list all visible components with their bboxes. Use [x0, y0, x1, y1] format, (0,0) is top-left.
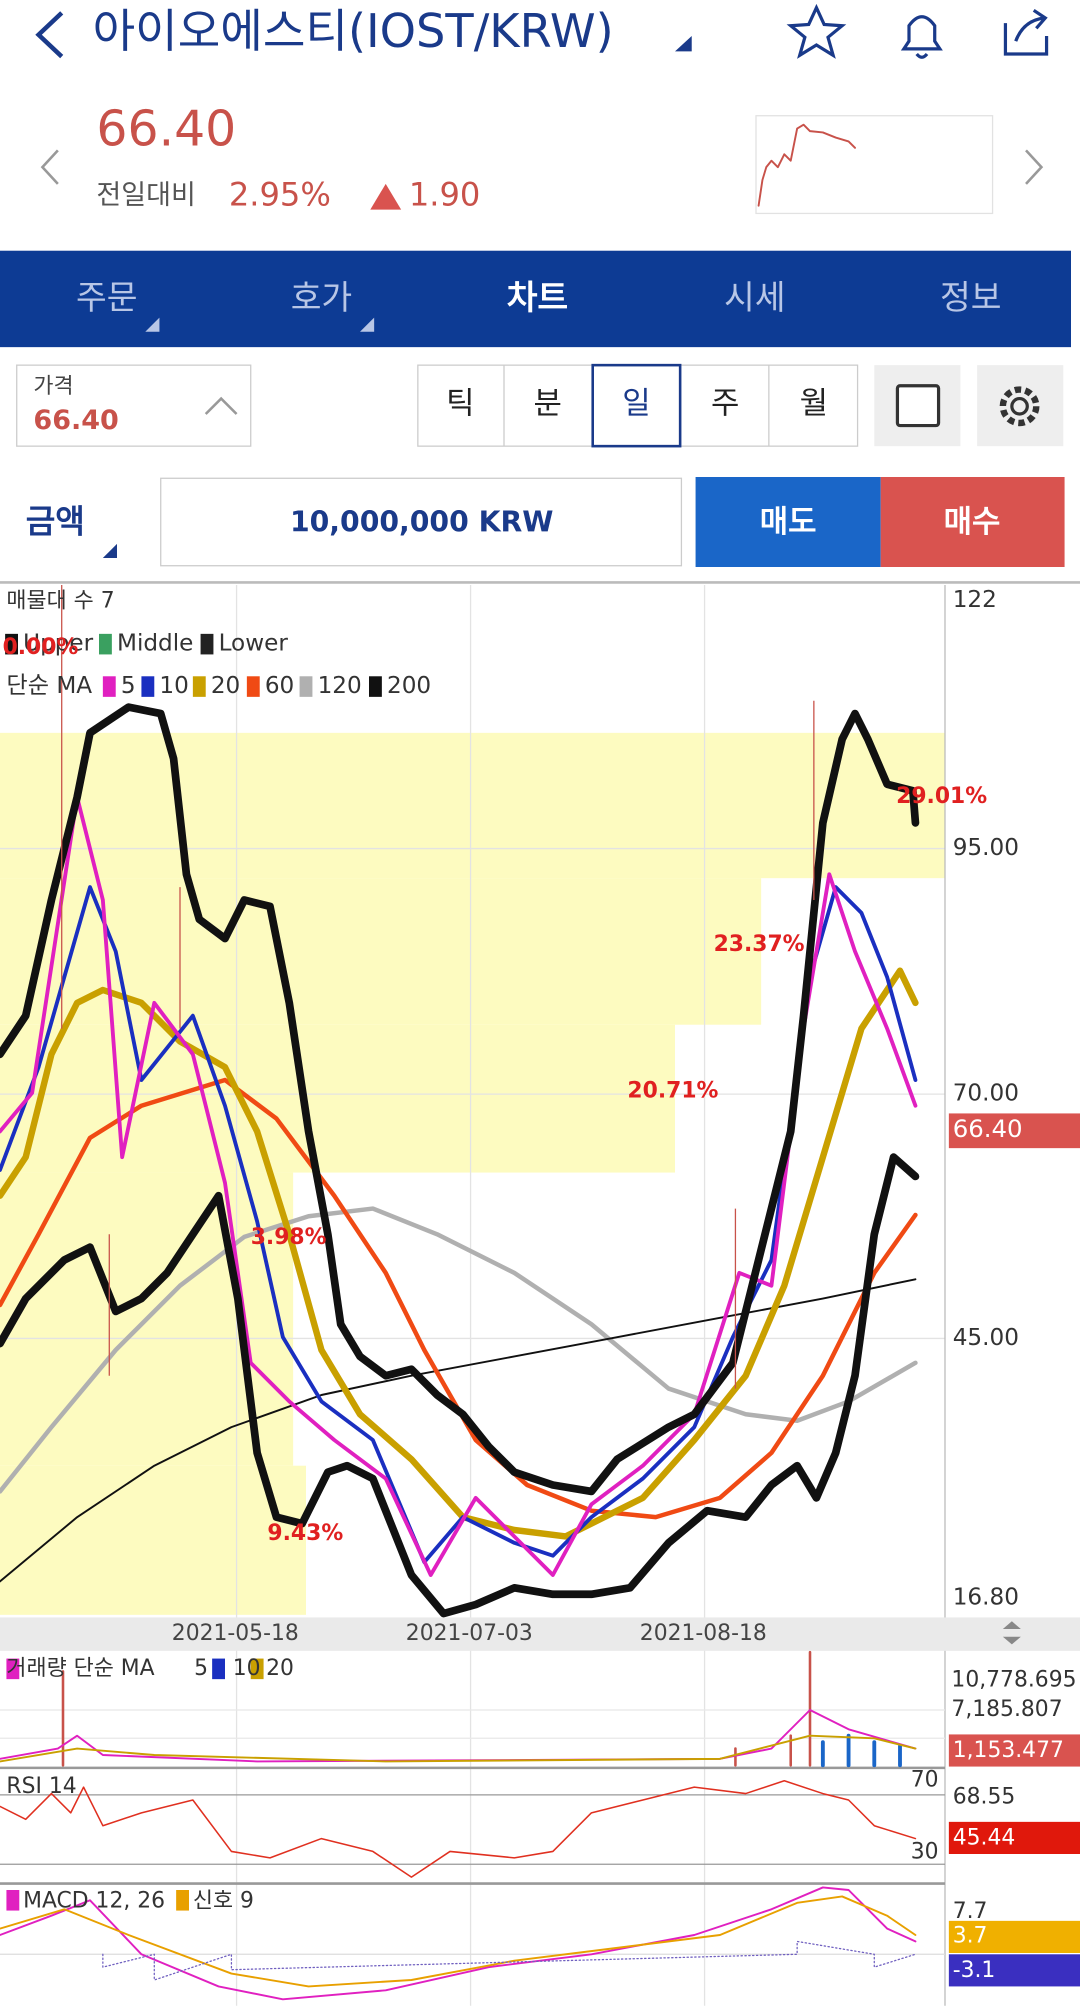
macd-panel	[0, 1886, 1080, 2001]
change-amount: 1.90	[409, 176, 481, 214]
tab[interactable]: 호가	[291, 278, 352, 317]
sell-button[interactable]	[695, 477, 881, 567]
legend: RSI 14	[6, 1774, 76, 1799]
amount-input[interactable]	[160, 477, 683, 567]
macd-tag: 3.7	[953, 1923, 988, 1948]
buy-button[interactable]	[880, 477, 1065, 567]
sell-label[interactable]: 매도	[760, 504, 817, 540]
next-button[interactable]	[1025, 149, 1044, 185]
period-button[interactable]: 분	[534, 386, 562, 422]
y-axis-label: 7.7	[953, 1899, 988, 1924]
legend: 120	[318, 673, 362, 699]
y-axis-label: 95.00	[953, 835, 1019, 861]
period-button[interactable]: 월	[800, 386, 828, 422]
up-triangle	[370, 183, 402, 210]
tab[interactable]: 시세	[724, 278, 785, 317]
annotation: 9.43%	[267, 1521, 343, 1546]
price-box[interactable]	[16, 364, 252, 447]
period-button[interactable]: 주	[711, 386, 739, 422]
annotation: 20.71%	[627, 1079, 718, 1104]
legend: 매물대 수 7	[6, 589, 114, 614]
y-axis-label: 7,185.807	[951, 1697, 1062, 1722]
amount-type[interactable]: 금액	[26, 502, 85, 540]
price-chart	[0, 585, 1080, 2006]
price-chevron[interactable]	[204, 396, 238, 415]
y-axis-label: 45.00	[953, 1325, 1019, 1351]
current-rsi-tag: 45.44	[953, 1826, 1016, 1851]
legend: 5	[121, 673, 136, 699]
legend: MACD 12, 26	[23, 1889, 165, 1914]
y-axis-label: 70.00	[953, 1081, 1019, 1107]
rsi-panel	[0, 1779, 1080, 1885]
period-button[interactable]: 틱	[446, 386, 474, 422]
settings-button[interactable]	[977, 365, 1064, 447]
legend: 신호 9	[193, 1889, 254, 1914]
page-title: 아이오에스티(IOST/KRW)	[93, 4, 614, 58]
y-axis-label: 68.55	[953, 1784, 1016, 1809]
alarm-icon[interactable]	[900, 15, 943, 59]
mini-line	[757, 123, 856, 207]
favorite-icon[interactable]	[786, 3, 847, 59]
current-price-tag: 66.40	[953, 1114, 1023, 1143]
tab[interactable]: 정보	[940, 278, 1001, 317]
legend: Upper	[23, 631, 94, 657]
annotation: 29.01%	[896, 784, 987, 809]
x-axis-label: 2021-08-18	[640, 1621, 767, 1646]
x-axis-label: 2021-07-03	[406, 1621, 533, 1646]
legend: 20	[211, 673, 240, 699]
legend: 10	[233, 1656, 261, 1681]
legend: 200	[387, 673, 431, 699]
y-axis-label: 122	[953, 587, 997, 613]
period-selected[interactable]	[591, 363, 682, 448]
tab-arrow	[360, 317, 375, 332]
dropdown-icon[interactable]	[675, 36, 692, 52]
tab-active[interactable]: 차트	[507, 278, 568, 317]
share-icon[interactable]	[1003, 8, 1049, 56]
back-button[interactable]	[35, 11, 64, 59]
legend: 20	[266, 1656, 294, 1681]
change-label: 전일대비	[96, 180, 195, 211]
tab[interactable]: 주문	[76, 278, 137, 317]
y-axis-label: 10,778.695	[951, 1667, 1076, 1692]
legend: 단순 MA	[6, 673, 92, 699]
legend: Lower	[219, 631, 289, 657]
change-rate: 2.95%	[229, 176, 331, 214]
amount-value[interactable]: 10,000,000 KRW	[290, 505, 554, 538]
annotation: 0.00%	[3, 635, 79, 660]
tab-bar	[0, 250, 1071, 348]
signal-tag: -3.1	[953, 1958, 996, 1983]
price-value: 66.40	[33, 405, 118, 436]
y-axis-label: 16.80	[953, 1585, 1019, 1611]
level-label: 30	[911, 1840, 939, 1865]
legend: 5	[194, 1656, 208, 1681]
current-volume-tag: 1,153.477	[953, 1738, 1064, 1763]
price-label: 가격	[33, 374, 73, 399]
x-axis-label: 2021-05-18	[172, 1621, 299, 1646]
legend: 10	[159, 673, 188, 699]
tab-arrow	[145, 317, 160, 332]
amount-arrow	[102, 543, 117, 558]
volume-panel	[0, 1650, 1080, 1770]
current-price: 66.40	[96, 100, 236, 157]
prev-button[interactable]	[40, 149, 59, 185]
annotation: 3.98%	[251, 1225, 327, 1250]
annotation: 23.37%	[714, 932, 805, 957]
buy-label[interactable]: 매수	[944, 504, 1001, 540]
legend: 거래량 단순 MA	[6, 1656, 154, 1681]
mini-chart	[755, 115, 994, 215]
level-label: 70	[911, 1768, 939, 1793]
legend: 60	[265, 673, 294, 699]
period-button[interactable]: 일	[622, 386, 650, 422]
legend: Middle	[117, 631, 193, 657]
